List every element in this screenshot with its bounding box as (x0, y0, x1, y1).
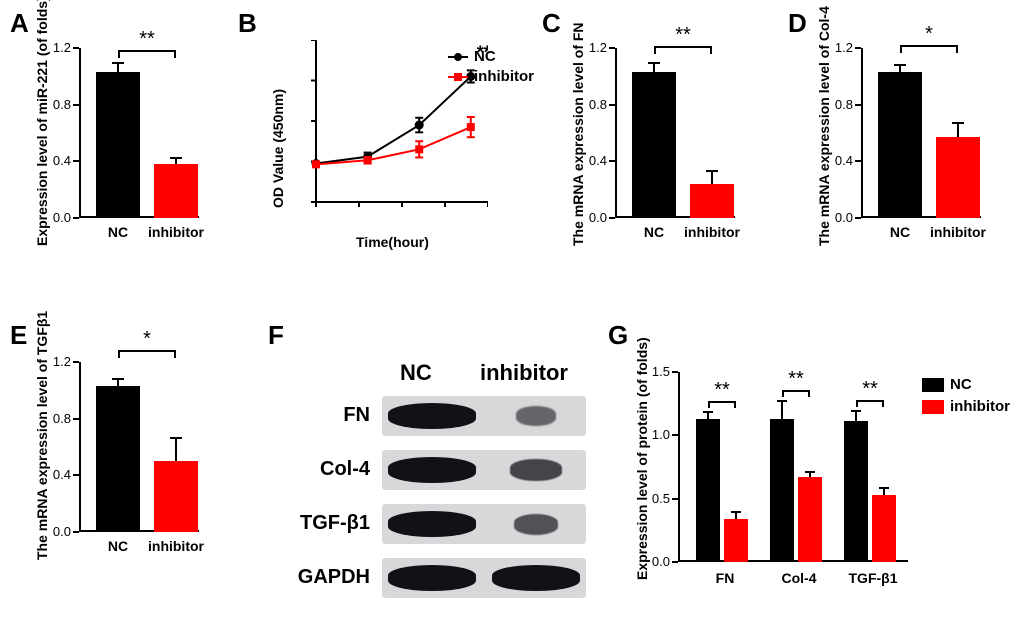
wb-row-label: GAPDH (290, 566, 370, 589)
wb-band (388, 457, 476, 483)
bar (632, 72, 676, 218)
panel-b-ylabel: OD Value (450nm) (270, 89, 286, 208)
bar (154, 164, 198, 218)
panel-e-plot: 0.00.40.81.2NCinhibitor* (79, 362, 199, 532)
panel-f-label: F (268, 320, 284, 351)
wb-band (516, 406, 556, 426)
bar (936, 137, 980, 218)
panel-g-legend-nc: NC (950, 376, 972, 393)
panel-b-legend-nc: NC (474, 48, 496, 65)
panel-b: OD Value (450nm) 01234020406080** Time(h… (296, 40, 526, 265)
legend-nc-text: NC (474, 48, 496, 65)
panel-a-plot: 0.00.40.81.2NCinhibitor** (79, 48, 199, 218)
panel-g: Expression level of protein (of folds) 0… (664, 362, 1004, 622)
panel-b-legend-inhibitor: inhibitor (474, 68, 534, 85)
bar (96, 386, 140, 532)
bar (724, 519, 748, 562)
panel-a-label: A (10, 8, 29, 39)
panel-g-plot: 0.00.51.01.5**FN**Col-4**TGF-β1 (678, 372, 908, 562)
bar (798, 477, 822, 562)
figure: A B C D E F G Expression level of miR-22… (0, 0, 1020, 644)
panel-f-lane-inhibitor: inhibitor (480, 360, 568, 386)
bar (154, 461, 198, 532)
wb-row-label: Col-4 (290, 458, 370, 481)
panel-d: The mRNA expression level of Col-4 0.00.… (846, 48, 996, 258)
wb-row-label: TGF-β1 (290, 512, 370, 535)
bar (690, 184, 734, 218)
panel-f: NC inhibitor FN Col-4 TGF-β1 GAPDH (290, 360, 590, 630)
bar (878, 72, 922, 218)
panel-e-ylabel: The mRNA expression level of TGFβ1 (34, 311, 50, 560)
svg-text:0: 0 (312, 208, 319, 210)
panel-d-plot: 0.00.40.81.2NCinhibitor* (861, 48, 981, 218)
bar (696, 419, 720, 562)
svg-text:40: 40 (395, 208, 409, 210)
panel-c-plot: 0.00.40.81.2NCinhibitor** (615, 48, 735, 218)
panel-f-lane-nc: NC (400, 360, 432, 386)
wb-row-label: FN (290, 404, 370, 427)
wb-band (514, 514, 558, 535)
bar (844, 421, 868, 562)
panel-b-label: B (238, 8, 257, 39)
bar (872, 495, 896, 562)
wb-band (492, 565, 580, 591)
panel-g-label: G (608, 320, 628, 351)
panel-e-label: E (10, 320, 27, 351)
bar (96, 72, 140, 218)
panel-d-label: D (788, 8, 807, 39)
wb-band (510, 459, 563, 481)
wb-band (388, 403, 476, 429)
svg-text:80: 80 (481, 208, 488, 210)
wb-band (388, 565, 476, 591)
svg-text:20: 20 (352, 208, 366, 210)
panel-e: The mRNA expression level of TGFβ1 0.00.… (64, 362, 214, 572)
wb-band (388, 511, 476, 537)
panel-b-xlabel: Time(hour) (356, 234, 429, 250)
bar (770, 419, 794, 562)
panel-b-plot: 01234020406080** (308, 40, 488, 210)
panel-c-label: C (542, 8, 561, 39)
panel-g-legend-inh-swatch (922, 400, 944, 414)
svg-text:4: 4 (308, 40, 309, 47)
panel-g-legend-inh: inhibitor (950, 398, 1010, 415)
svg-text:60: 60 (438, 208, 452, 210)
panel-g-legend-nc-swatch (922, 378, 944, 392)
panel-c: The mRNA expression level of FN 0.00.40.… (600, 48, 750, 258)
legend-inhibitor-text: inhibitor (474, 68, 534, 85)
panel-a: Expression level of miR-221 (of folds) 0… (64, 48, 214, 258)
